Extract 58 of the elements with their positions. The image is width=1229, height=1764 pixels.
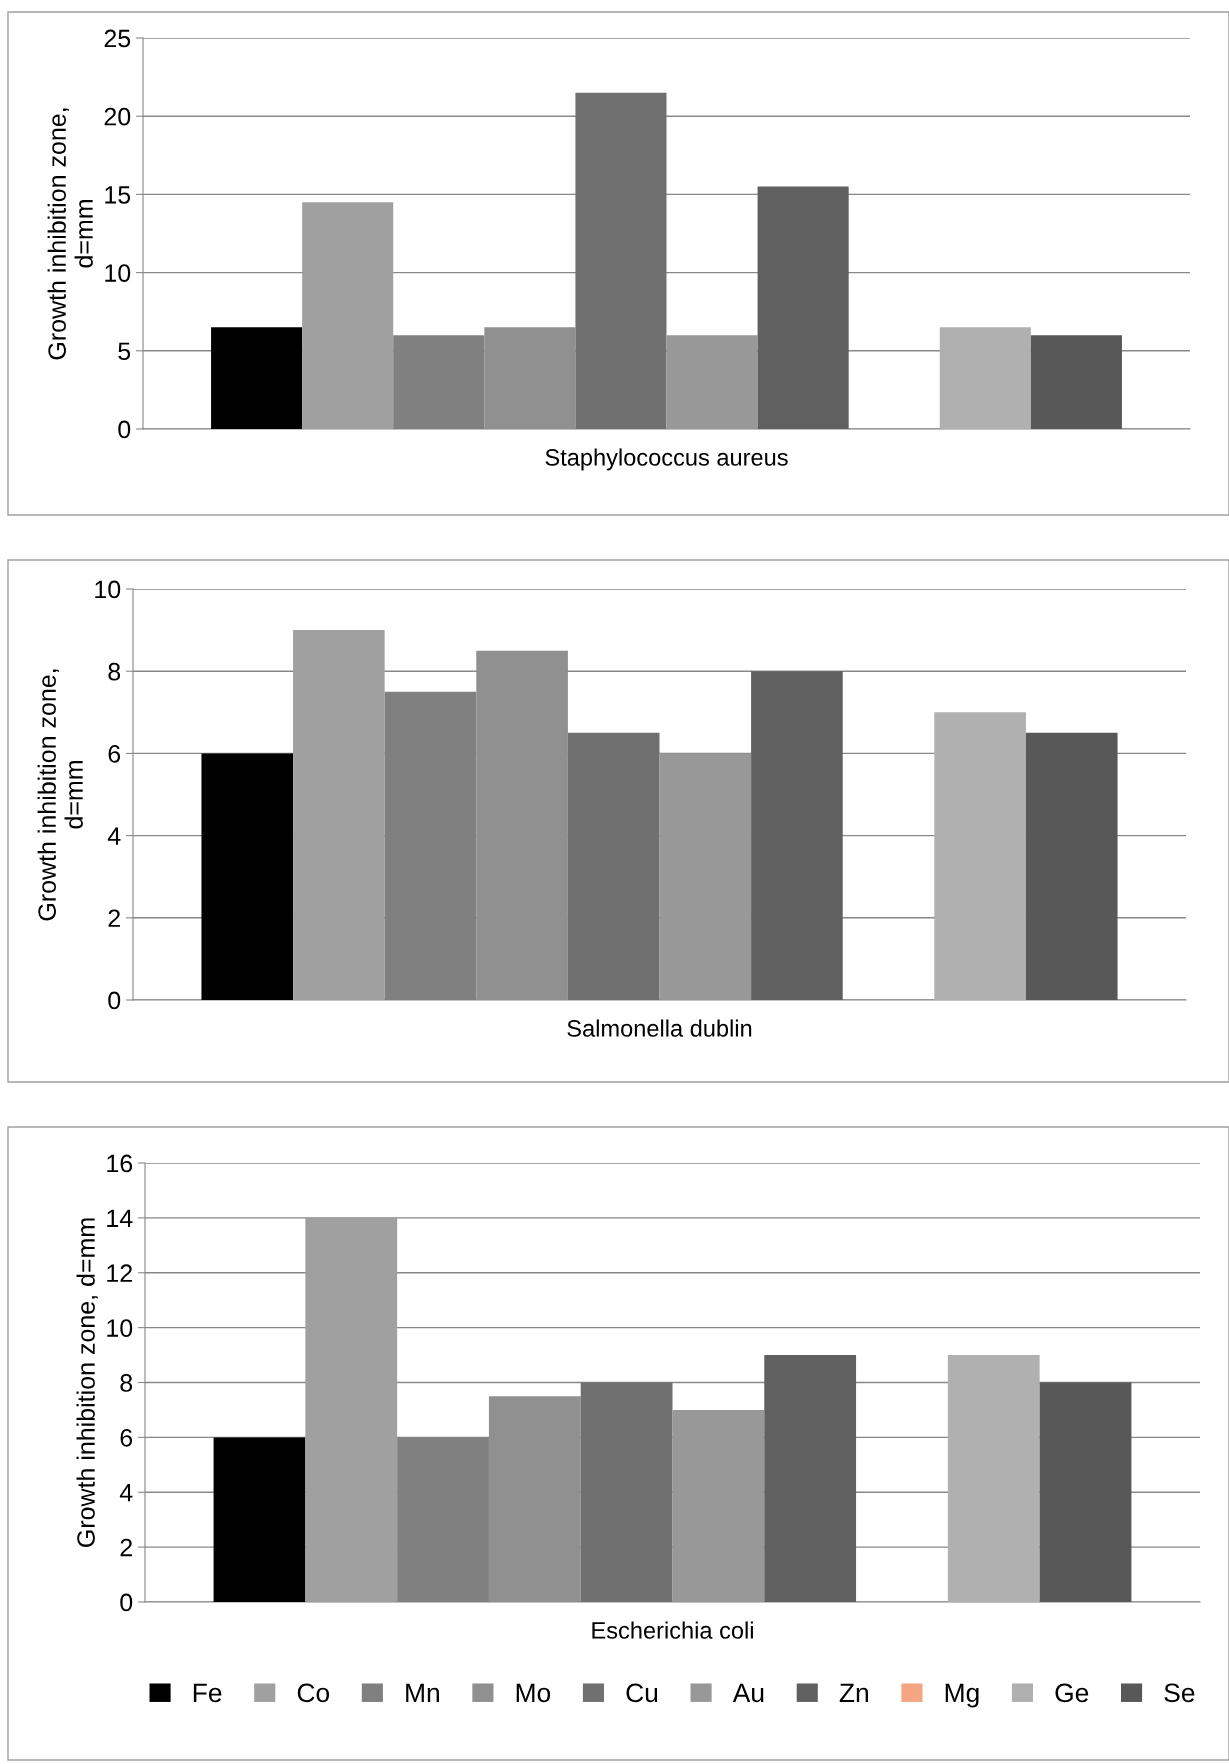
y-tick-label: 10 — [105, 264, 131, 282]
y-axis-title: Growth inhibition zone, d=mm — [37, 669, 83, 921]
bar — [666, 335, 758, 429]
legend-label: Fe — [193, 1683, 222, 1703]
legend-label: Cu — [626, 1683, 658, 1703]
y-tick-label: 25 — [104, 29, 131, 48]
y-tick-label: 4 — [107, 827, 121, 845]
bar — [1030, 335, 1122, 429]
bar — [213, 1437, 306, 1602]
y-tick-label: 0 — [118, 420, 131, 439]
y-tick-label: 6 — [120, 1428, 133, 1447]
y-tick-label: 4 — [119, 1484, 133, 1502]
x-tick-label: Escherichia coli — [592, 1621, 753, 1639]
y-tick-label: 2 — [120, 1538, 132, 1557]
y-tick-label: 6 — [108, 745, 121, 763]
legend-label: Mn — [406, 1683, 439, 1702]
bar — [757, 186, 849, 429]
legend-label: Au — [732, 1683, 764, 1703]
bar — [211, 327, 303, 429]
bar — [1039, 1382, 1132, 1602]
bar — [934, 712, 1026, 1000]
bar — [672, 1409, 765, 1602]
y-axis-title: Growth inhibition zone, d=mm — [47, 108, 93, 360]
bar — [201, 753, 294, 1000]
y-tick-label: 8 — [120, 1374, 133, 1392]
legend-label: Ge — [1055, 1683, 1089, 1703]
y-tick-label: 14 — [107, 1209, 133, 1227]
legend-label: Mo — [516, 1683, 551, 1703]
y-tick-label: 10 — [107, 1319, 133, 1337]
y-tick-label: 0 — [120, 1593, 133, 1612]
bar — [302, 202, 394, 429]
y-tick-label: 10 — [95, 580, 121, 599]
legend-label: Mg — [945, 1683, 979, 1708]
legend-label: Co — [297, 1683, 330, 1703]
y-tick-label: 8 — [108, 662, 121, 681]
y-tick-label: 20 — [104, 107, 131, 126]
bar — [947, 1355, 1040, 1602]
bar — [1025, 732, 1118, 1000]
y-tick-label: 0 — [108, 991, 121, 1010]
bar — [575, 92, 667, 429]
bar — [939, 327, 1031, 429]
bar — [580, 1382, 673, 1602]
y-tick-label: 16 — [107, 1154, 133, 1173]
bar — [659, 753, 752, 1000]
x-tick-label: Staphylococcus aureus — [545, 448, 788, 471]
bar — [764, 1355, 857, 1602]
y-axis-title: Growth inhibition zone, d=mm — [76, 1218, 98, 1547]
y-tick-label: 2 — [108, 909, 120, 927]
y-tick-label: 5 — [118, 342, 131, 361]
y-tick-label: 15 — [105, 186, 131, 204]
bar — [305, 1217, 398, 1602]
bar — [293, 630, 385, 1000]
y-tick-label: 12 — [107, 1264, 132, 1282]
bar — [567, 732, 660, 1000]
bar — [751, 671, 843, 1000]
legend-label: Zn — [839, 1683, 868, 1702]
legend-label: Se — [1164, 1683, 1195, 1703]
x-tick-label: Salmonella dublin — [567, 1019, 752, 1037]
